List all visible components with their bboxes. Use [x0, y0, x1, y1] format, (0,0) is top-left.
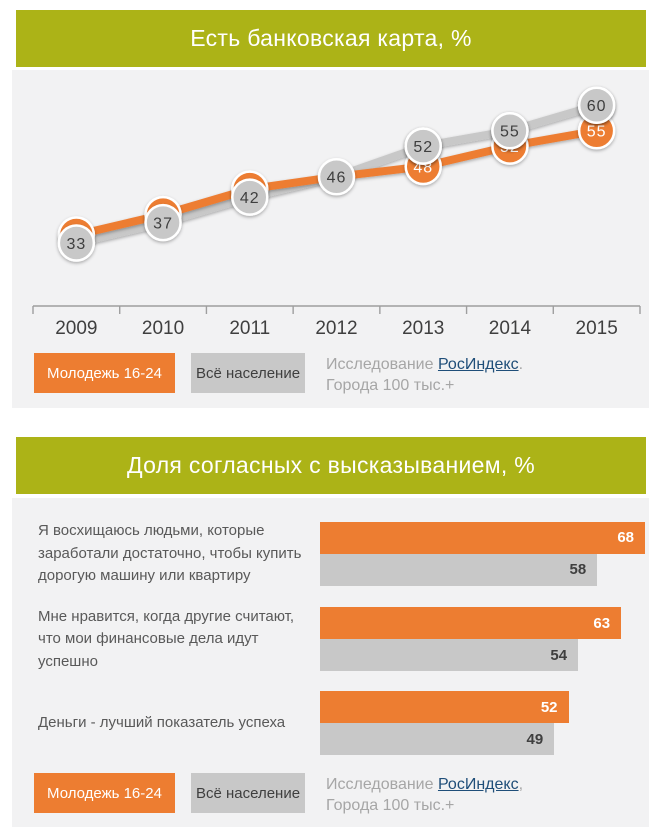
source-suffix: .: [518, 356, 524, 373]
bar-chart-panel: Я восхищаюсь людьми, которые заработали …: [12, 498, 649, 827]
marker-all: [231, 178, 269, 216]
source-note: Исследование РосИндекс. Города 100 тыс.+: [326, 353, 523, 396]
legend-all-swatch: Всё население: [191, 773, 305, 813]
legend-all-swatch: Всё население: [191, 353, 305, 393]
source-prefix: Исследование: [326, 776, 438, 793]
all-bar: 54: [320, 639, 579, 672]
bar-row: Я восхищаюсь людьми, которые заработали …: [12, 520, 649, 588]
legend-youth-swatch: Молодежь 16-24: [34, 773, 175, 813]
statement-label: Мне нравится, когда другие считают, что …: [38, 607, 295, 670]
bar-track: 68 58: [320, 521, 645, 586]
statement-label: Я восхищаюсь людьми, которые заработали …: [38, 522, 302, 584]
youth-bar: 63: [320, 607, 622, 640]
rosindex-link[interactable]: РосИндекс: [437, 776, 519, 793]
legend-youth-swatch: Молодежь 16-24: [34, 353, 175, 393]
source-note: Исследование РосИндекс, Города 100 тыс.+: [326, 773, 523, 816]
bar-value: 63: [593, 614, 611, 632]
bar-rows: Я восхищаюсь людьми, которые заработали …: [12, 520, 649, 755]
marker-value: 42: [240, 190, 260, 207]
bar-chart-legend: Молодежь 16-24 Всё население Исследовани…: [12, 773, 649, 816]
marker-value: 55: [587, 124, 607, 141]
year-label: 2011: [229, 318, 270, 339]
bar-value: 68: [617, 529, 634, 547]
year-label: 2015: [576, 318, 618, 339]
source-suffix: ,: [518, 776, 524, 793]
source-line2: Города 100 тыс.+: [326, 797, 455, 815]
bar-row: Деньги - лучший показатель успеха 52 49: [12, 691, 649, 755]
bar-value: 54: [550, 646, 568, 664]
marker-value: 55: [500, 124, 520, 141]
year-label: 2012: [315, 318, 357, 339]
marker-all: [491, 112, 529, 150]
source-line2: Города 100 тыс.+: [326, 377, 455, 395]
year-label: 2014: [489, 318, 532, 339]
marker-all: [57, 224, 96, 262]
bar-track: 52 49: [320, 691, 645, 755]
line-chart-title: Есть банковская карта, %: [16, 10, 646, 67]
youth-bar: 68: [320, 521, 645, 554]
bar-chart-title: Доля согласных с высказыванием, %: [16, 437, 646, 494]
all-bar: 49: [320, 723, 555, 755]
bar-value: 52: [540, 698, 558, 716]
line-chart-legend: Молодежь 16-24 Всё население Исследовани…: [12, 353, 649, 396]
year-label: 2009: [55, 318, 97, 339]
marker-value: 60: [587, 98, 607, 115]
year-label: 2010: [142, 318, 184, 339]
marker-all: [144, 203, 182, 242]
marker-all: [404, 127, 442, 165]
marker-value: 37: [153, 215, 173, 232]
rosindex-link[interactable]: РосИндекс: [437, 356, 519, 373]
all-bar: 58: [320, 553, 598, 586]
bar-value: 49: [526, 730, 544, 748]
marker-value: 33: [66, 236, 86, 253]
statement-label: Деньги - лучший показатель успеха: [38, 713, 286, 731]
marker-all: [577, 86, 616, 125]
line-chart-svg: 2009 2010 2011 2012 2013 2014 2015 33 37 42 46 52 55…: [32, 86, 641, 339]
year-label: 2013: [402, 318, 444, 339]
youth-bar: 52: [320, 691, 569, 723]
bar-row: Мне нравится, когда другие считают, что …: [12, 606, 649, 674]
bar-track: 63 54: [320, 607, 645, 672]
bar-value: 58: [569, 561, 587, 579]
source-prefix: Исследование: [326, 356, 438, 373]
marker-value: 46: [327, 169, 347, 186]
line-chart-panel: 2009 2010 2011 2012 2013 2014 2015 33 37 42 46 52 55…: [12, 70, 649, 408]
marker-all: [317, 157, 356, 196]
marker-value: 52: [413, 139, 433, 156]
